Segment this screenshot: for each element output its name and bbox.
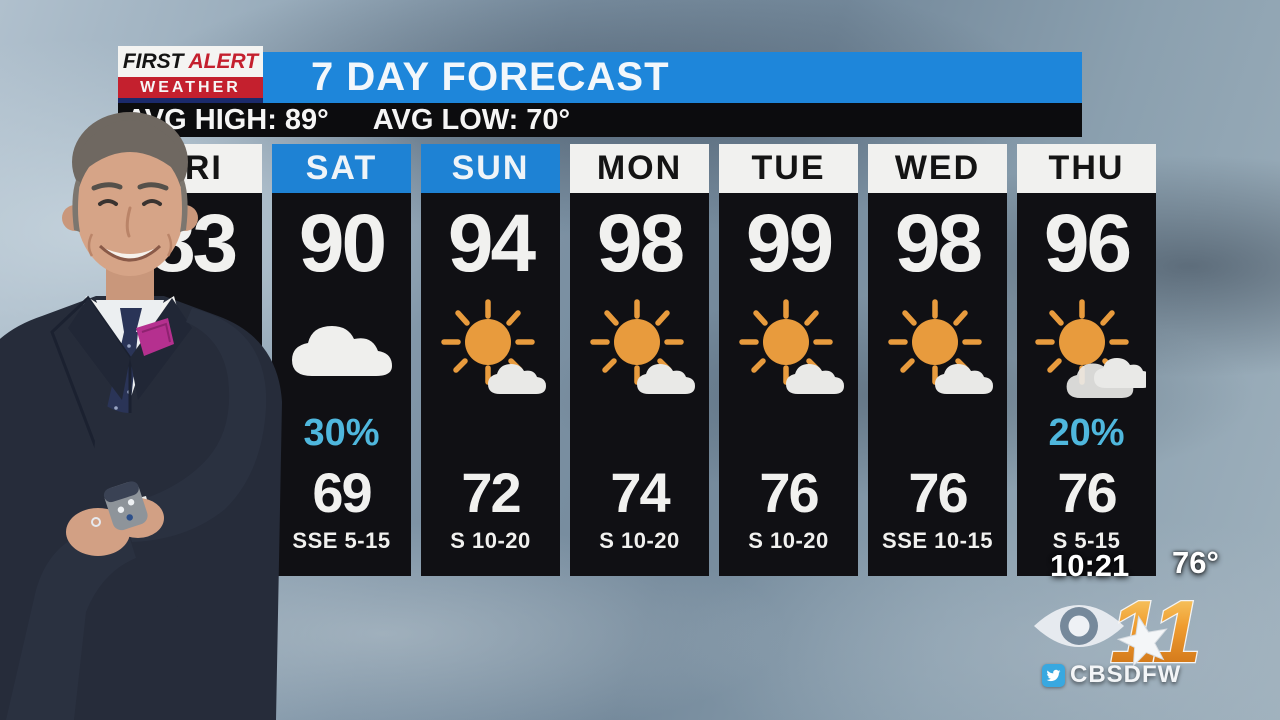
brand-alert: ALERT — [188, 49, 259, 73]
cbs-11-logo: 11 — [1034, 581, 1203, 672]
forecast-column-sun: SUN 94 72 S 10-20 — [421, 144, 560, 576]
wind-speed: S 10-20 — [599, 528, 680, 553]
low-temp: 72 — [461, 461, 521, 524]
forecast-panel: 98 74 S 10-20 — [570, 193, 709, 576]
wind-speed: S 5-15 — [1052, 528, 1121, 553]
brand-first: FIRST — [122, 49, 184, 73]
precip-chance: 30% — [303, 412, 380, 454]
avg-high-label: AVG HIGH: — [126, 103, 277, 136]
mostly-sunny-icon — [578, 289, 702, 407]
high-temp: 96 — [1043, 198, 1132, 289]
time-bug: 10:21 — [1050, 548, 1130, 583]
high-temp: 98 — [894, 198, 983, 289]
forecast-panel: 98 76 SSE 10-15 — [868, 193, 1007, 576]
wind-speed: SSE 5-15 — [292, 528, 391, 553]
banner-title: 7 DAY FORECAST — [311, 55, 670, 99]
forecast-column-mon: MON 98 74 S 10-20 — [570, 144, 709, 576]
forecast-banner: 7 DAY FORECAST — [263, 52, 1082, 103]
day-label: WED — [868, 144, 1007, 193]
first-alert-weather-logo: FIRST ALERT WEATHER — [118, 46, 263, 103]
forecast-column-wed: WED 98 76 SSE 10-15 — [868, 144, 1007, 576]
forecast-column-thu: THU 96 20% 76 S 5-15 — [1017, 144, 1156, 576]
clicker-remote — [103, 481, 148, 531]
avg-low-label: AVG LOW: — [372, 103, 519, 136]
forecast-panel: 99 76 S 10-20 — [719, 193, 858, 576]
twitter-bird-icon — [1042, 663, 1065, 687]
low-temp: 76 — [908, 461, 968, 524]
star-icon — [1116, 615, 1168, 668]
cbs-eye-icon — [1034, 605, 1124, 647]
forecast-panel: 94 72 S 10-20 — [421, 193, 560, 576]
low-temp: 76 — [759, 461, 819, 524]
head — [62, 112, 198, 276]
logo-navy-underline — [118, 98, 263, 103]
mostly-sunny-icon — [429, 289, 553, 407]
first-alert-wordmark: FIRST ALERT — [118, 46, 263, 77]
avg-temps-strip: AVG HIGH: 89° AVG LOW: 70° — [118, 103, 1082, 137]
avg-high-value: 89° — [284, 103, 329, 136]
low-temp: 69 — [312, 461, 372, 524]
wind-speed: S 10-20 — [748, 528, 829, 553]
station-handle: CBSDFW — [1070, 661, 1182, 688]
low-temp: 76 — [1057, 461, 1117, 524]
forecast-column-tue: TUE 99 76 S 10-20 — [719, 144, 858, 576]
day-label: SUN — [421, 144, 560, 193]
mostly-sunny-icon — [727, 289, 851, 407]
weatherman — [0, 112, 282, 720]
day-label: MON — [570, 144, 709, 193]
channel-number: 11 — [1110, 582, 1201, 672]
precip-chance: 20% — [1048, 412, 1125, 454]
wind-speed: S 10-20 — [450, 528, 531, 553]
day-label: THU — [1017, 144, 1156, 193]
high-temp: 98 — [596, 198, 685, 289]
wind-speed: SSE 10-15 — [882, 528, 993, 553]
brand-weather: WEATHER — [118, 77, 263, 98]
forecast-panel: 96 20% 76 S 5-15 — [1017, 193, 1156, 576]
pocket-square — [136, 318, 174, 356]
mostly-sunny-icon — [876, 289, 1000, 407]
station-handle-row: CBSDFW — [1042, 661, 1181, 689]
day-label: SAT — [272, 144, 411, 193]
high-temp: 90 — [298, 198, 387, 289]
forecast-column-sat: SAT 90 30% 69 SSE 5-15 — [272, 144, 411, 576]
high-temp: 94 — [447, 198, 536, 289]
sun-clouds-icon — [1025, 289, 1149, 407]
high-temp: 99 — [745, 198, 834, 289]
avg-low-value: 70° — [526, 103, 571, 136]
forecast-panel: 90 30% 69 SSE 5-15 — [272, 193, 411, 576]
temperature-bug: 76° — [1172, 545, 1219, 580]
low-temp: 74 — [610, 461, 670, 524]
day-label: TUE — [719, 144, 858, 193]
